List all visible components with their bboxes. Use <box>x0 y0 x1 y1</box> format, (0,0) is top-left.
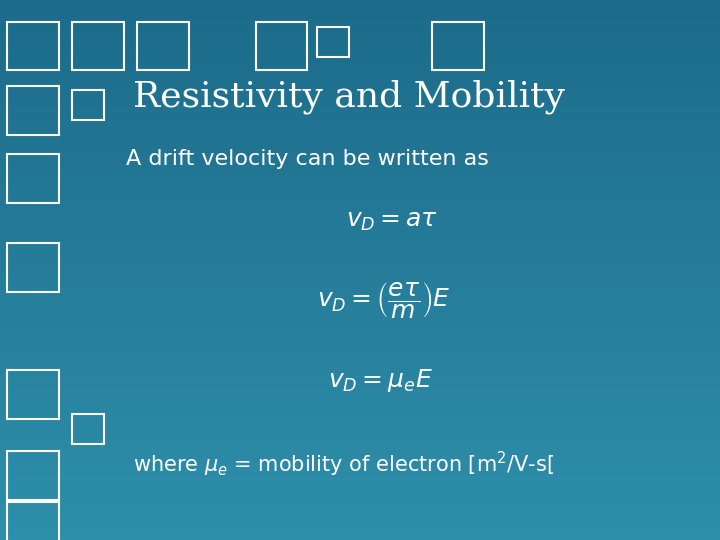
Bar <box>7 154 59 202</box>
Text: Resistivity and Mobility: Resistivity and Mobility <box>133 80 565 114</box>
Bar <box>72 22 124 70</box>
Bar <box>432 22 484 70</box>
Bar <box>7 451 59 500</box>
Bar <box>7 86 59 135</box>
Bar <box>72 414 104 444</box>
Text: $v_D = \left(\dfrac{e\tau}{m}\right)E$: $v_D = \left(\dfrac{e\tau}{m}\right)E$ <box>317 280 451 320</box>
Bar <box>7 22 59 70</box>
Bar <box>256 22 307 70</box>
Text: $v_D = a\tau$: $v_D = a\tau$ <box>346 210 438 233</box>
Bar <box>7 502 59 540</box>
Bar <box>317 27 349 57</box>
Text: $v_D = \mu_e E$: $v_D = \mu_e E$ <box>328 367 433 394</box>
Bar <box>72 90 104 120</box>
Text: A drift velocity can be written as: A drift velocity can be written as <box>126 149 489 170</box>
Bar <box>7 243 59 292</box>
Bar <box>7 370 59 418</box>
Bar <box>137 22 189 70</box>
Text: where $\mu_e$ = mobility of electron [m$^2$/V-s[: where $\mu_e$ = mobility of electron [m$… <box>133 450 554 479</box>
